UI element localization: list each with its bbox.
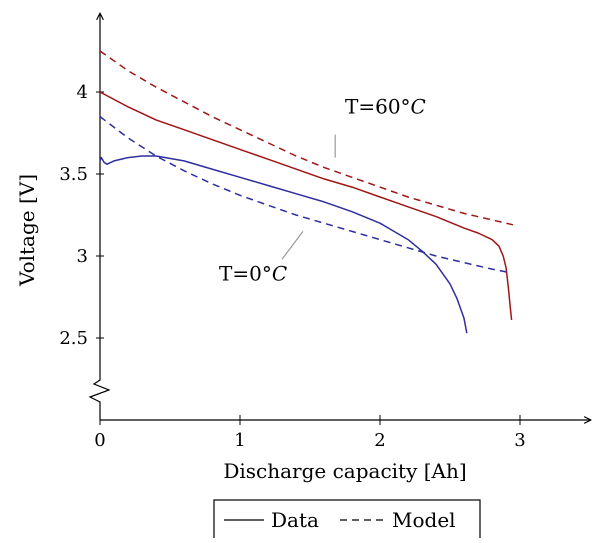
x-tick-label: 3 [514,430,525,451]
annotation-label: T=60°C [345,94,426,118]
annotation-label: T=0°C [219,262,287,286]
annotation-label-main: T=0° [219,262,272,286]
annotation-leader-line [281,231,304,260]
series-line-data-0 [99,91,513,321]
x-tick-label: 0 [94,430,105,451]
x-axis-title: Discharge capacity [Ah] [223,459,466,483]
series-line-model-1 [99,50,514,226]
y-tick-label: 3.5 [59,164,88,185]
legend-label: Data [271,508,319,532]
annotation-label-main: T=60° [345,94,411,118]
axes: 0 1 2 3 2.5 3 3.5 4 Discharge capacity [Ah] Volta… [15,14,590,483]
x-tick-label: 1 [234,430,245,451]
x-tick-label: 2 [374,430,385,451]
annotation-label-var: C [411,94,426,118]
y-tick-label: 3 [77,246,88,267]
y-tick-label: 4 [77,82,88,103]
series-layer [99,50,514,334]
y-tick-label: 2.5 [59,328,88,349]
y-axis-line-with-break [88,14,111,420]
annotations-layer: T=60°CT=0°C [219,94,426,285]
legend-label: Model [392,508,456,532]
series-line-model-3 [99,116,509,274]
y-axis-title: Voltage [V] [15,174,39,287]
series-line-data-2 [99,155,468,334]
annotation-label-var: C [272,262,287,286]
legend: Data Model [213,499,481,541]
